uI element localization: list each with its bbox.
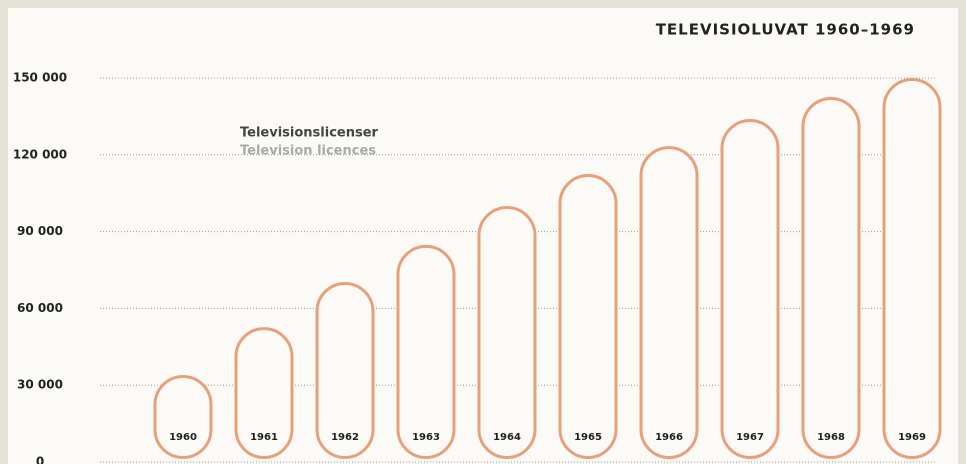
x-tick-label: 1967 bbox=[736, 432, 764, 443]
x-tick-label: 1968 bbox=[817, 432, 845, 443]
x-tick-label: 1969 bbox=[898, 432, 926, 443]
x-tick-label: 1964 bbox=[493, 432, 521, 443]
bar bbox=[558, 174, 618, 459]
x-tick-label: 1960 bbox=[169, 432, 197, 443]
bar bbox=[153, 374, 213, 459]
x-tick-label: 1963 bbox=[412, 432, 440, 443]
bar bbox=[720, 118, 780, 460]
x-tick-label: 1961 bbox=[250, 432, 278, 443]
bar bbox=[882, 78, 942, 459]
x-tick-label: 1962 bbox=[331, 432, 359, 443]
y-tick-label: 60 000 bbox=[17, 301, 63, 315]
chart-title: TELEVISIOLUVAT 1960–1969 bbox=[656, 21, 915, 39]
bar bbox=[396, 244, 456, 459]
y-tick-label: 30 000 bbox=[17, 378, 63, 392]
x-tick-label: 1965 bbox=[574, 432, 602, 443]
y-tick-label: 150 000 bbox=[13, 71, 67, 85]
y-tick-label: 120 000 bbox=[13, 147, 67, 161]
bar bbox=[801, 96, 861, 459]
bar bbox=[234, 327, 294, 460]
x-tick-label: 1966 bbox=[655, 432, 683, 443]
subtitle: Televisionslicenser bbox=[240, 126, 379, 141]
y-tick-label: 0 bbox=[36, 455, 44, 464]
bar bbox=[639, 146, 699, 459]
bar bbox=[315, 282, 375, 460]
bar bbox=[477, 206, 537, 459]
y-tick-label: 90 000 bbox=[17, 224, 63, 238]
subtitle: Television licences bbox=[240, 144, 376, 159]
